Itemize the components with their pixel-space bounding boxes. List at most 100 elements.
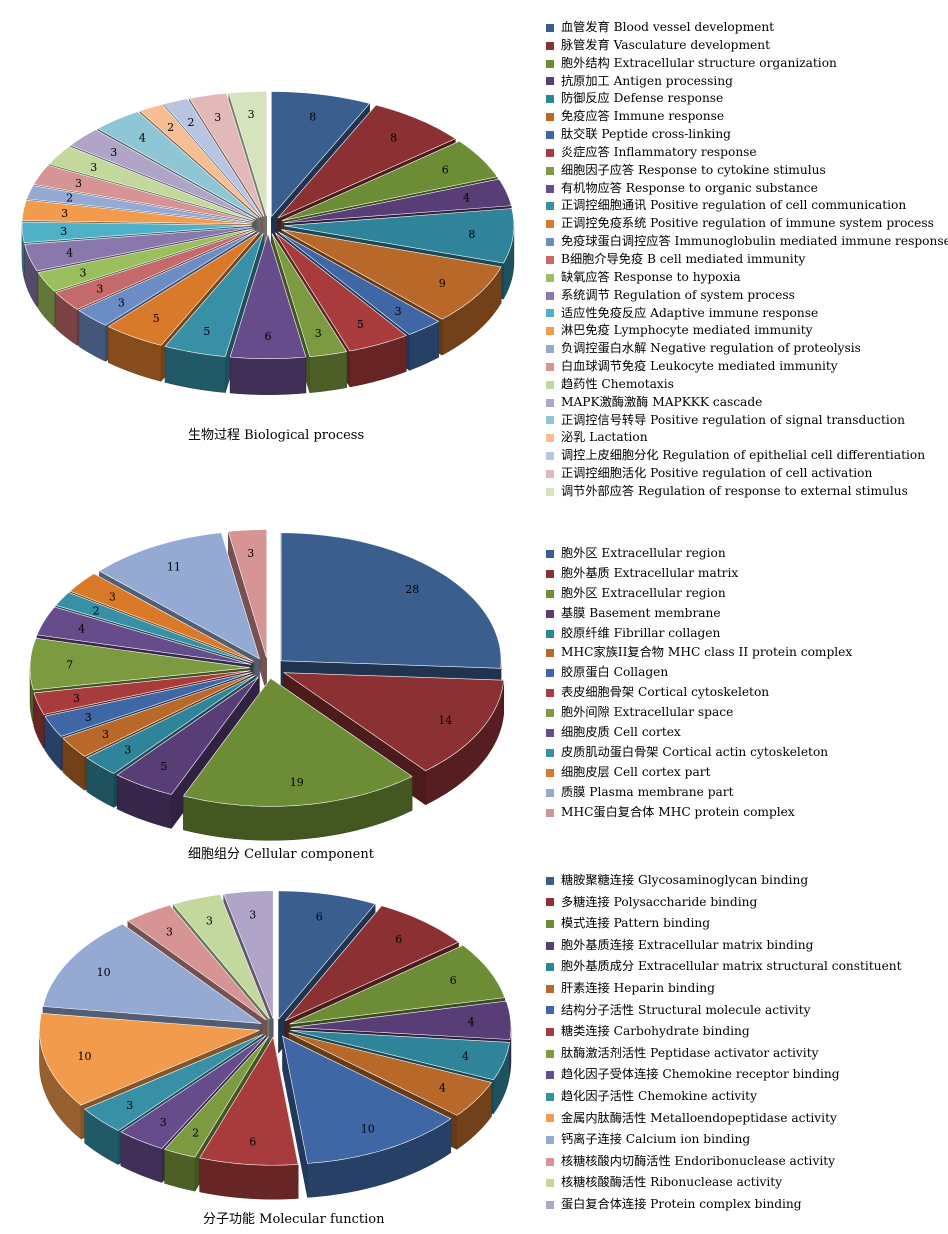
legend-item: 胞外基质成分 Extracellular matrix structural c… <box>546 956 902 978</box>
legend-item: 金属内肽酶活性 Metalloendopeptidase activity <box>546 1108 902 1130</box>
legend-swatch <box>546 1049 554 1058</box>
legend-swatch <box>546 728 554 737</box>
data-label: 7 <box>66 659 73 672</box>
data-label: 2 <box>167 121 174 134</box>
legend-label: 胞外区 Extracellular region <box>561 585 726 600</box>
data-label: 3 <box>249 908 256 921</box>
data-label: 2 <box>66 192 73 205</box>
legend-item: 核糖核酸酶活性 Ribonuclease activity <box>546 1172 902 1194</box>
legend-swatch <box>546 609 554 618</box>
legend-item: 表皮细胞骨架 Cortical cytoskeleton <box>546 683 852 703</box>
legend-swatch <box>546 273 554 282</box>
legend-swatch <box>546 380 554 389</box>
data-label: 3 <box>73 692 80 705</box>
data-label: 10 <box>97 966 111 979</box>
legend-label: 肽交联 Peptide cross-linking <box>561 127 731 142</box>
legend-label: 脉管发育 Vasculature development <box>561 37 770 52</box>
legend-item: 有机物应答 Response to organic substance <box>546 180 948 198</box>
data-label: 3 <box>60 225 67 238</box>
legend-item: 免疫应答 Immune response <box>546 108 948 126</box>
legend-item: 胞外区 Extracellular region <box>546 544 852 564</box>
data-label: 5 <box>153 312 160 325</box>
legend-swatch <box>546 470 554 479</box>
data-label: 3 <box>315 327 322 340</box>
legend-label: 皮质肌动蛋白骨架 Cortical actin cytoskeleton <box>561 744 829 759</box>
legend-item: 调节外部应答 Regulation of response to externa… <box>546 483 948 501</box>
legend-label: 调控上皮细胞分化 Regulation of epithelial cell d… <box>561 448 926 463</box>
data-label: 5 <box>203 325 210 338</box>
legend-item: 细胞因子应答 Response to cytokine stimulus <box>546 162 948 180</box>
molecular-function-legend: 糖胺聚糖连接 Glycosaminoglycan binding 多糖连接 Pol… <box>546 870 902 1216</box>
legend-label: 多糖连接 Polysaccharide binding <box>561 894 758 909</box>
legend-item: 细胞皮层 Cell cortex part <box>546 763 852 783</box>
chart-title: 细胞组分 Cellular component <box>188 847 374 862</box>
legend-item: 泌乳 Lactation <box>546 429 948 447</box>
legend-swatch <box>546 1006 554 1015</box>
legend-label: 核糖核酸酶活性 Ribonuclease activity <box>561 1175 783 1190</box>
legend-item: 肽酶激活剂活性 Peptidase activator activity <box>546 1043 902 1065</box>
legend-label: 细胞皮层 Cell cortex part <box>561 764 711 779</box>
legend-label: 胞外间隙 Extracellular space <box>561 705 734 720</box>
legend-item: 蛋白复合体连接 Protein complex binding <box>546 1194 902 1216</box>
data-label: 3 <box>248 108 255 121</box>
legend-swatch <box>546 202 554 211</box>
legend-item: MAPK激酶激酶 MAPKKK cascade <box>546 394 948 412</box>
legend-item: 系统调节 Regulation of system process <box>546 287 948 305</box>
legend-item: 肝素连接 Heparin binding <box>546 978 902 1000</box>
legend-label: 炎症应答 Inflammatory response <box>561 144 757 159</box>
legend-item: 适应性免疫反应 Adaptive immune response <box>546 305 948 323</box>
legend-swatch <box>546 23 554 32</box>
legend-swatch <box>546 876 554 885</box>
legend-item: 质膜 Plasma membrane part <box>546 783 852 803</box>
legend-item: 趋药性 Chemotaxis <box>546 376 948 394</box>
legend-item: 防御反应 Defense response <box>546 90 948 108</box>
legend-label: 负调控蛋白水解 Negative regulation of proteolys… <box>561 341 861 356</box>
data-label: 6 <box>395 933 402 946</box>
legend-label: 肝素连接 Heparin binding <box>561 980 715 995</box>
data-label: 3 <box>102 728 109 741</box>
legend-label: 胶原纤维 Fibrillar collagen <box>561 625 721 640</box>
legend-item: 正调控信号转导 Positive regulation of signal tr… <box>546 412 948 430</box>
pie-slice: 6 <box>229 232 307 395</box>
legend-swatch <box>546 549 554 558</box>
legend-swatch <box>546 649 554 658</box>
data-label: 6 <box>442 163 449 176</box>
legend-item: 多糖连接 Polysaccharide binding <box>546 892 902 914</box>
legend-item: 胞外区 Extracellular region <box>546 584 852 604</box>
legend-label: 适应性免疫反应 Adaptive immune response <box>561 305 819 320</box>
legend-label: 趋药性 Chemotaxis <box>561 376 674 391</box>
legend-label: 糖胺聚糖连接 Glycosaminoglycan binding <box>561 873 809 887</box>
pie-slice: 10 <box>282 1035 452 1198</box>
legend-item: 胞外结构 Extracellular structure organizatio… <box>546 55 948 73</box>
legend-swatch <box>546 130 554 139</box>
legend-swatch <box>546 569 554 578</box>
legend-swatch <box>546 1200 554 1209</box>
legend-item: 模式连接 Pattern binding <box>546 913 902 935</box>
data-label: 10 <box>78 1050 92 1063</box>
legend-item: 调控上皮细胞分化 Regulation of epithelial cell d… <box>546 447 948 465</box>
data-label: 9 <box>439 277 446 290</box>
data-label: 6 <box>316 911 323 924</box>
legend-label: 抗原加工 Antigen processing <box>561 73 733 88</box>
legend-swatch <box>546 238 554 247</box>
legend-label: 糖类连接 Carbohydrate binding <box>561 1024 750 1039</box>
data-label: 8 <box>309 110 316 123</box>
data-label: 8 <box>390 131 397 144</box>
legend-label: MAPK激酶激酶 MAPKKK cascade <box>561 394 763 409</box>
data-label: 3 <box>85 711 92 724</box>
molecular-function-panel: 3 6 3 3 6 10 6 4 4 10 4 3 3 10 2 6 分子功能 Molecular funct… <box>0 866 948 1234</box>
molecular-function-pie: 3 6 3 3 6 10 6 4 4 10 4 3 3 10 2 6 <box>39 890 512 1200</box>
legend-label: B细胞介导免疫 B cell mediated immunity <box>561 251 806 266</box>
legend-label: 调节外部应答 Regulation of response to externa… <box>561 483 908 498</box>
legend-label: 钙离子连接 Calcium ion binding <box>561 1132 751 1147</box>
legend-swatch <box>546 148 554 157</box>
data-label: 4 <box>468 1016 475 1029</box>
legend-swatch <box>546 1135 554 1144</box>
legend-item: 钙离子连接 Calcium ion binding <box>546 1129 902 1151</box>
legend-swatch <box>546 669 554 678</box>
legend-label: 正调控细胞活化 Positive regulation of cell acti… <box>561 466 873 481</box>
legend-swatch <box>546 416 554 425</box>
cellular-component-panel: 3 11 28 3 2 4 7 3 3 14 3 3 5 19 细胞组分 Cellular compone… <box>0 510 948 866</box>
legend-item: 胶原纤维 Fibrillar collagen <box>546 624 852 644</box>
